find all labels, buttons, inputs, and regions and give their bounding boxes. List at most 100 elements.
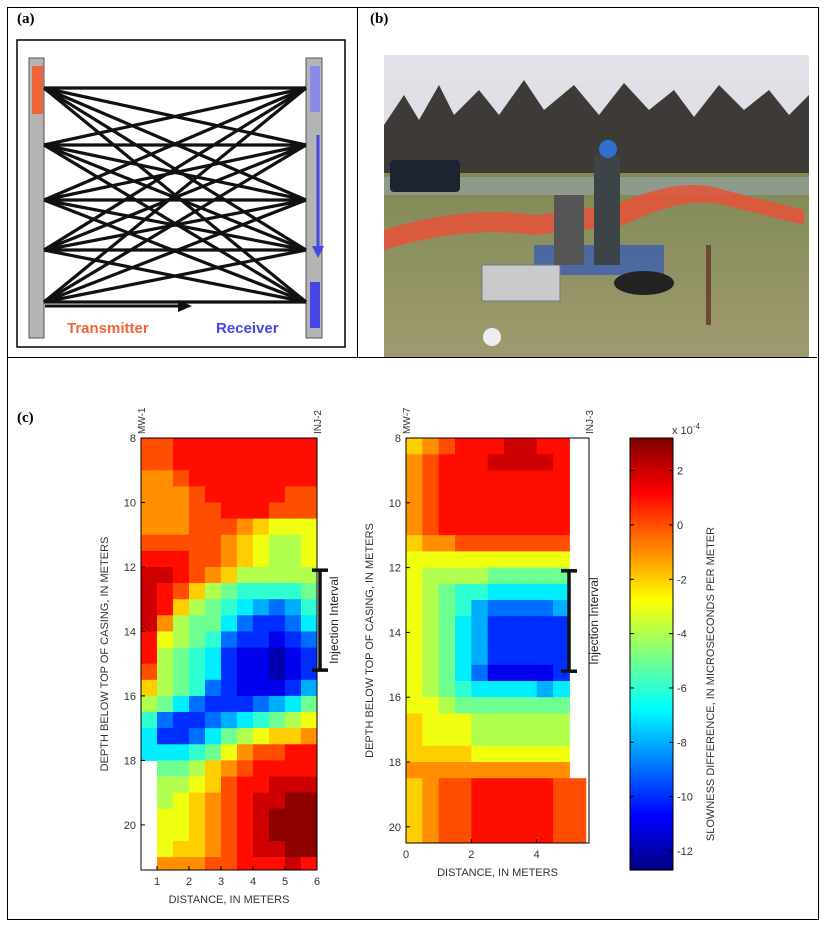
heatmap-cell (173, 760, 190, 778)
heatmap-cell (141, 454, 158, 471)
heatmap-cell (253, 647, 270, 665)
heatmap-cell (173, 776, 190, 794)
x-tick-label: 4 (250, 876, 256, 888)
heatmap-cell (221, 647, 238, 665)
heatmap-cell (173, 518, 190, 536)
heatmap-cell (471, 713, 489, 731)
colorbar-segment (630, 690, 673, 695)
heatmap-cell (285, 599, 302, 616)
heatmap-cell (221, 808, 238, 826)
heatmap-cell (205, 454, 222, 471)
heatmap-cell (269, 583, 286, 600)
heatmap-cell (553, 794, 570, 812)
heatmap-cell (487, 762, 505, 779)
ray-path (42, 86, 308, 304)
colorbar-tick-label: -6 (677, 683, 687, 695)
heatmap-cell (269, 566, 286, 584)
colorbar-segment (630, 535, 673, 540)
colorbar-segment (630, 722, 673, 727)
heatmap-cell (471, 762, 489, 779)
colorbar-segment (630, 596, 673, 601)
heatmap-cell (285, 566, 302, 584)
colorbar-segment (630, 567, 673, 572)
heatmap-cell (157, 679, 174, 697)
heatmap-cell (301, 857, 317, 870)
colorbar-segment (630, 834, 673, 839)
heatmap-cell (471, 551, 489, 569)
heatmap-cell (173, 792, 190, 810)
heatmap-cell (285, 728, 302, 745)
colorbar-segment (630, 700, 673, 705)
heatmap-cell (221, 486, 238, 503)
heatmap-cell (141, 744, 158, 761)
colorbar-tick-label: -12 (677, 846, 693, 858)
heatmap-cell (173, 550, 190, 568)
heatmap-cell (237, 486, 254, 503)
heatmap-cell (301, 760, 317, 778)
heatmap-cell (253, 631, 270, 649)
heatmap-cell (422, 697, 440, 714)
heatmap-cell (189, 728, 206, 745)
heatmap-cell (157, 631, 174, 649)
heatmap-cell (285, 792, 302, 810)
heatmap-cell (157, 647, 174, 665)
x-tick-label: 2 (468, 849, 474, 861)
receiver-element-bottom (310, 282, 320, 328)
heatmap-cell (438, 745, 456, 763)
heatmap-cell (221, 712, 238, 729)
heatmap-cell (520, 745, 538, 763)
ray-path (43, 86, 307, 147)
injection-interval-label: Injection Interval (327, 576, 341, 663)
heatmap-cell (455, 697, 472, 714)
heatmap-cell (157, 518, 174, 536)
heatmap-cell (173, 534, 190, 552)
heatmap-cell (173, 728, 190, 745)
heatmap-cell (536, 486, 554, 504)
heatmap-cell (237, 857, 254, 870)
heatmap-cell (422, 762, 440, 779)
heatmap-cell (438, 486, 456, 504)
colorbar-segment (630, 632, 673, 637)
heatmap-cell (221, 438, 238, 455)
heatmap-cell (504, 519, 521, 536)
heatmap-cell (455, 486, 472, 504)
colorbar-segment (630, 772, 673, 777)
colorbar-tick-label: -10 (677, 792, 693, 804)
colorbar-segment (630, 499, 673, 504)
colorbar-segment (630, 517, 673, 522)
heatmap-cell (504, 616, 521, 633)
heatmap-cell (536, 470, 554, 488)
heatmap-cell (237, 470, 254, 487)
heatmap-cell (189, 550, 206, 568)
heatmap-cell (455, 551, 472, 569)
heatmap-cell (536, 648, 554, 666)
heatmap-cell (285, 857, 302, 870)
colorbar-segment (630, 718, 673, 723)
heatmap-cell (487, 616, 505, 633)
heatmap-cell (253, 534, 270, 552)
heatmap-cell (455, 600, 472, 617)
colorbar-segment (630, 664, 673, 669)
x-tick-label: 0 (403, 849, 409, 861)
heatmap-cell (157, 744, 174, 761)
column-divider (357, 7, 358, 357)
heatmap-cell (455, 616, 472, 633)
heatmap-cell (301, 486, 317, 503)
colorbar-segment (630, 733, 673, 738)
heatmap-cell (237, 840, 254, 858)
heatmap-cell (487, 502, 505, 520)
colorbar-segment (630, 754, 673, 759)
heatmap-cell (141, 566, 158, 584)
heatmap-cell (406, 697, 423, 714)
heatmap-cell (157, 792, 174, 810)
heatmap-cell (285, 615, 302, 632)
heatmap-cell (438, 438, 456, 455)
colorbar-segment (630, 459, 673, 464)
heatmap-cell (438, 454, 456, 471)
heatmap-cell (553, 713, 570, 731)
heatmap-cell (285, 744, 302, 761)
heatmap-cell (487, 810, 505, 828)
heatmap-cell (221, 615, 238, 632)
heatmap-cell (455, 648, 472, 666)
heatmap-cell (406, 567, 423, 585)
